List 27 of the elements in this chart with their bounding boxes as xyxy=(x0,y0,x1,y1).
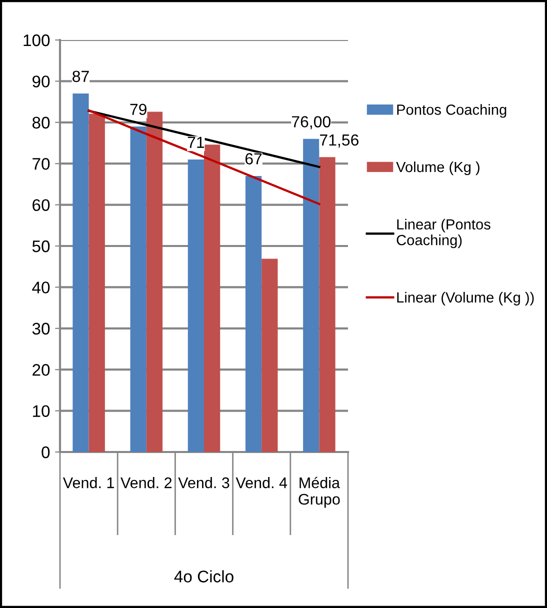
legend-label: Linear (Volume (Kg )) xyxy=(397,292,534,306)
y-tick-label: 0 xyxy=(42,446,50,458)
data-label: 76,00 xyxy=(292,116,330,130)
x-tick-label: Vend. 4 xyxy=(236,477,288,488)
y-tick-label: 80 xyxy=(32,116,50,129)
legend-label: Linear (Pontos Coaching) xyxy=(396,218,490,248)
data-label: 79 xyxy=(130,104,146,116)
y-tick-label: 100 xyxy=(24,34,50,46)
x-tick-label: Vend. 3 xyxy=(178,477,230,488)
data-label: 87 xyxy=(72,70,89,82)
y-tick-label: 60 xyxy=(32,199,50,212)
x-tick-label: Vend. 2 xyxy=(120,477,172,488)
y-tick-label: 50 xyxy=(32,240,50,252)
data-label: 71 xyxy=(188,136,204,148)
y-tick-label: 20 xyxy=(32,364,50,376)
legend-label: Pontos Coaching xyxy=(397,104,506,118)
y-tick-label: 10 xyxy=(33,405,50,418)
legend-label: Volume (Kg ) xyxy=(396,161,480,176)
data-label: 67 xyxy=(245,153,262,164)
x-tick-label: Vend. 1 xyxy=(62,477,114,488)
y-tick-label: 30 xyxy=(32,322,50,335)
data-label: 71,56 xyxy=(320,134,358,148)
y-tick-label: 40 xyxy=(32,282,50,294)
x-tick-label: Média Grupo xyxy=(298,476,340,508)
y-tick-label: 90 xyxy=(32,76,50,88)
x-axis-title: 4o Ciclo xyxy=(174,570,234,582)
y-tick-label: 70 xyxy=(32,158,50,170)
